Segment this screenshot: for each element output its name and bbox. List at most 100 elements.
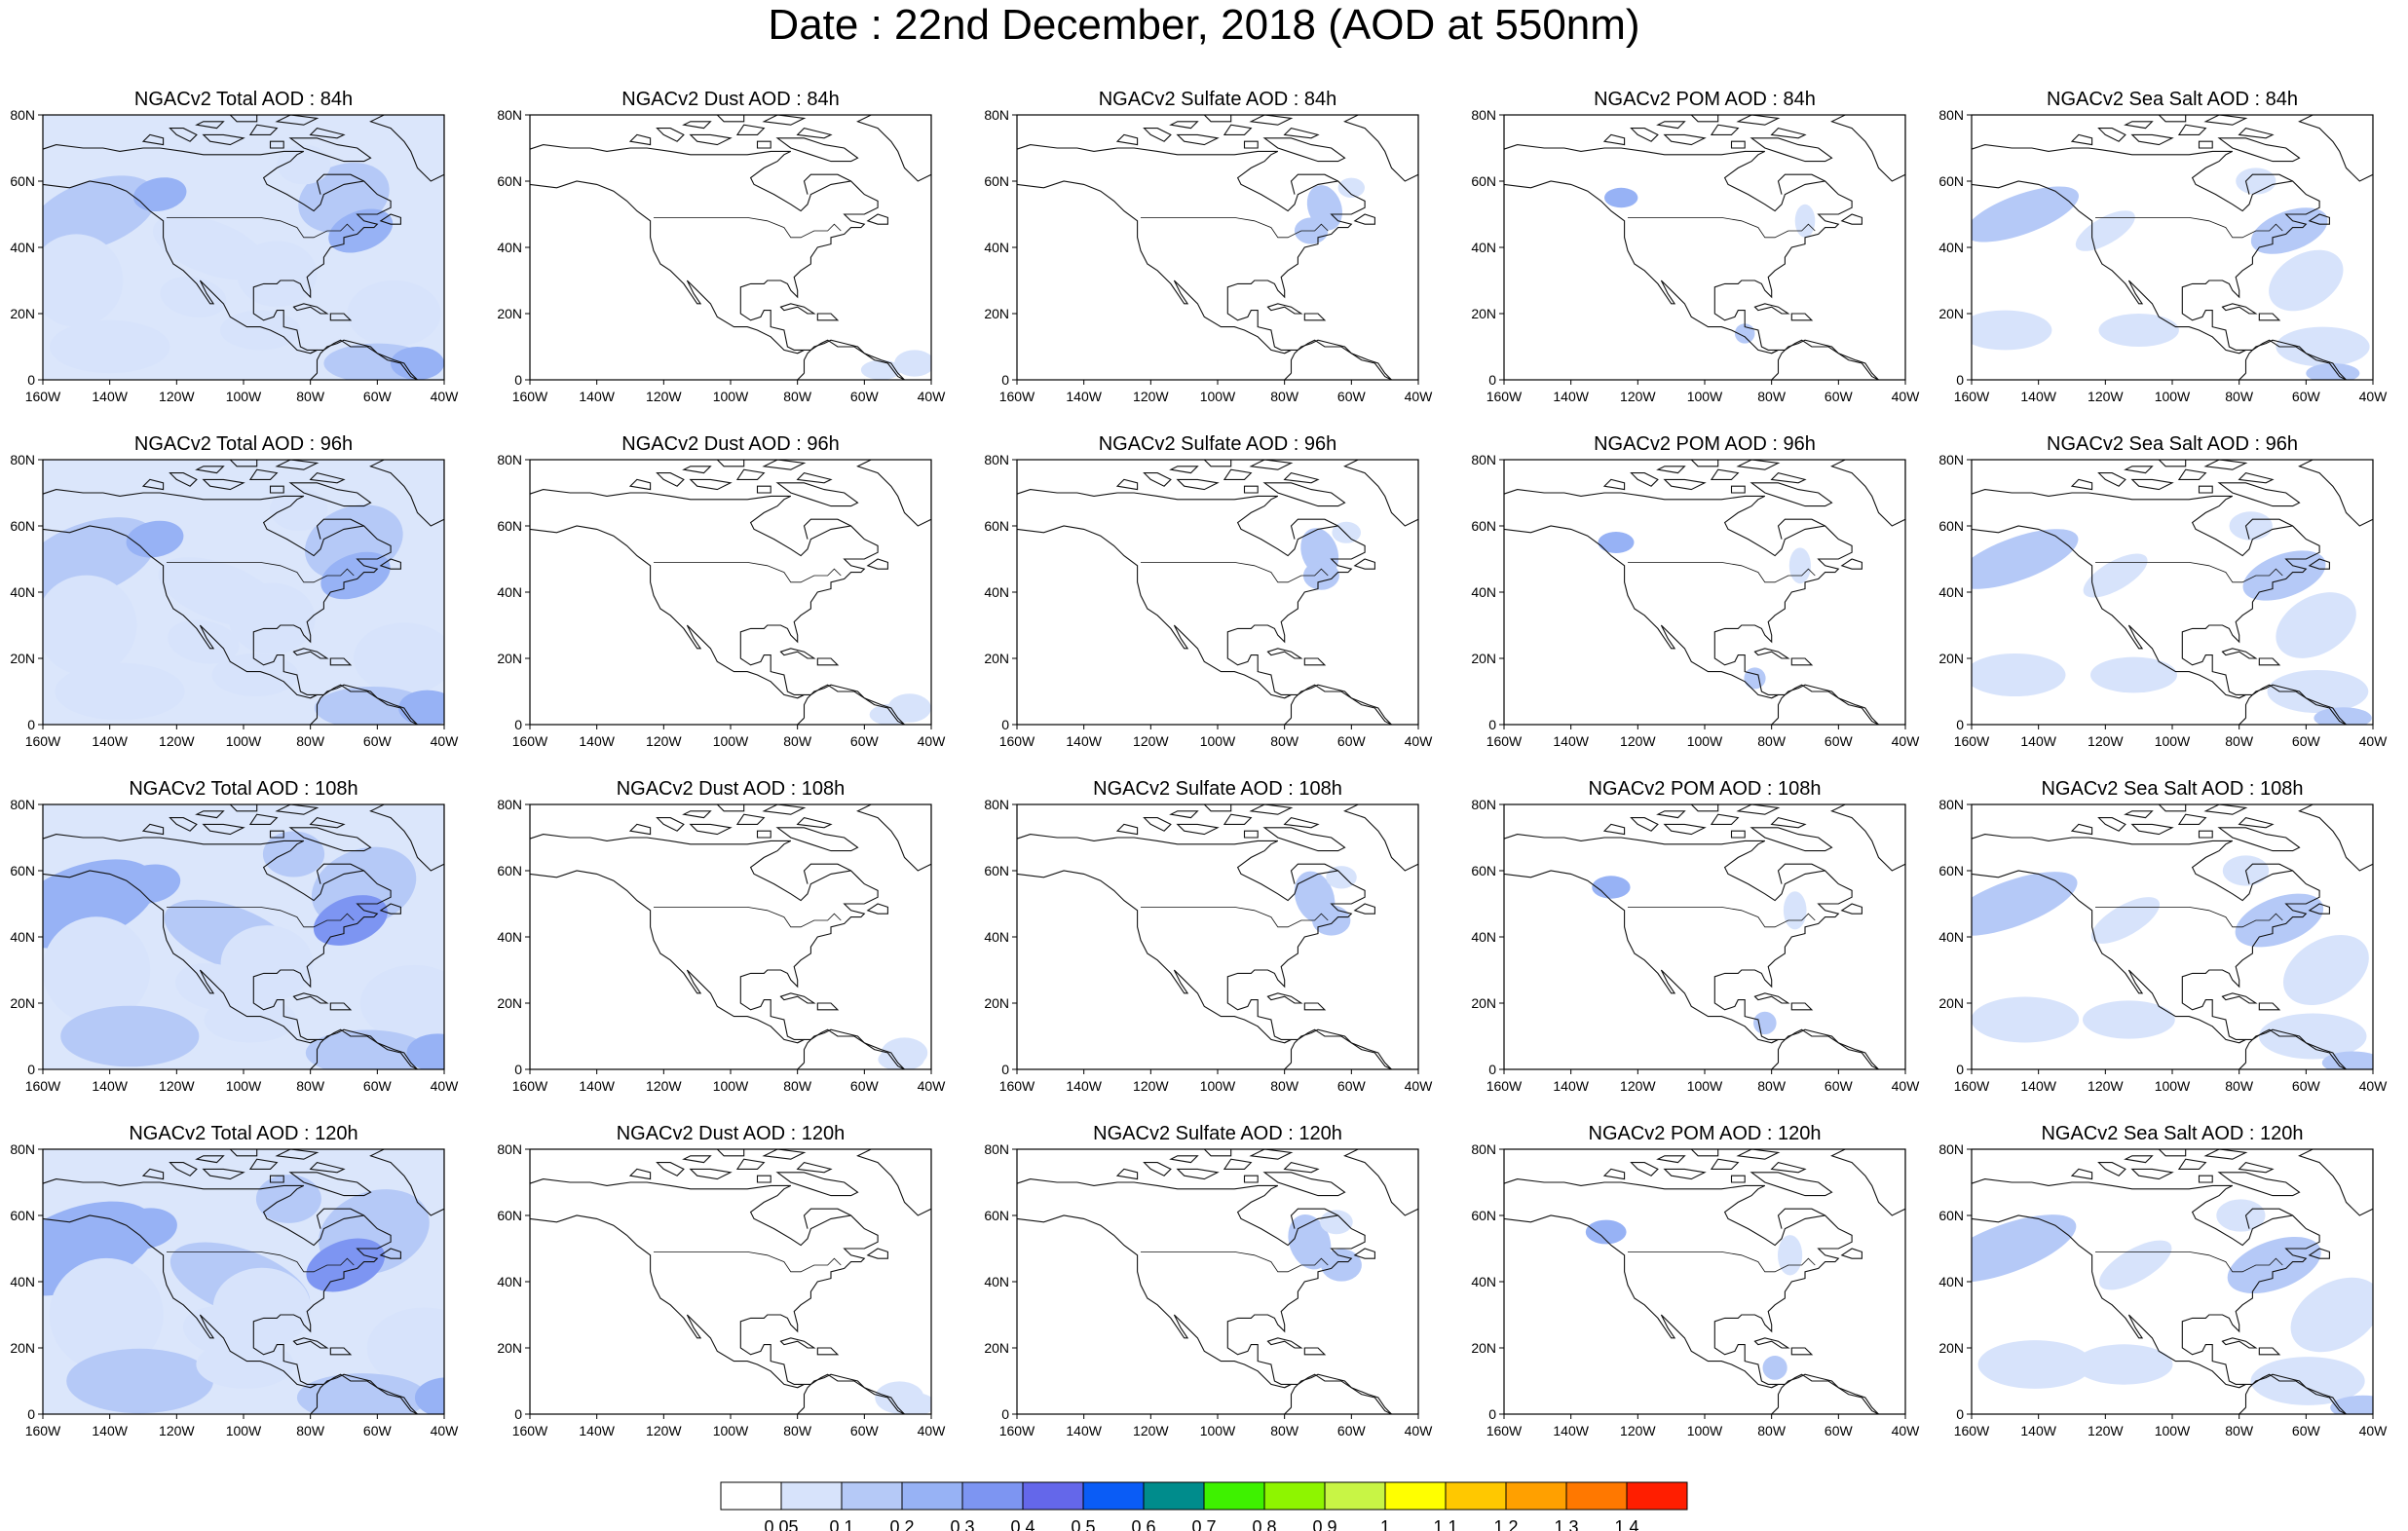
aod-plume — [160, 277, 227, 317]
lat-tick-label: 80N — [10, 797, 35, 812]
aod-plume — [2090, 656, 2177, 693]
aod-plume — [1972, 529, 2079, 589]
aod-plume — [406, 1033, 444, 1069]
lat-tick-label: 80N — [497, 107, 522, 123]
panel-title: NGACv2 Dust AOD : 120h — [616, 1123, 846, 1144]
panel-title: NGACv2 POM AOD : 84h — [1594, 89, 1816, 110]
aod-plume — [347, 280, 441, 347]
aod-plume — [49, 319, 170, 374]
aod-plume — [878, 1048, 924, 1069]
colorbar-swatch — [961, 1481, 1024, 1511]
lat-tick-label: 80N — [497, 797, 522, 812]
aod-shading — [530, 1149, 931, 1414]
lat-tick-label: 0 — [1956, 1406, 1964, 1422]
lon-tick-label: 60W — [1337, 733, 1367, 749]
lat-tick-label: 60N — [1938, 1208, 1964, 1223]
us-canada-border — [1141, 562, 1329, 583]
aod-plume — [2098, 314, 2179, 347]
coastlines — [1017, 115, 1418, 380]
us-canada-border — [1141, 1251, 1329, 1273]
aod-plume — [1753, 1011, 1777, 1035]
lon-tick-label: 120W — [646, 389, 682, 404]
lat-tick-label: 20N — [984, 651, 1009, 666]
aod-plume — [869, 703, 913, 725]
lon-tick-label: 100W — [713, 733, 749, 749]
map-panel-seasalt-84h: NGACv2 Sea Salt AOD : 84h 80N 60N 40N 20N 0 16… — [1929, 88, 2408, 429]
lon-tick-label: 40W — [1892, 1423, 1921, 1438]
coastlines — [43, 115, 444, 380]
aod-plume — [66, 1348, 213, 1414]
lon-tick-label: 40W — [431, 1078, 460, 1094]
colorbar-swatch — [1505, 1481, 1567, 1511]
lon-tick-label: 40W — [2359, 1078, 2389, 1094]
map-panel-dust-84h: NGACv2 Dust AOD : 84h 80N 60N 40N 20N 0 160W 14… — [487, 88, 974, 429]
lon-tick-label: 160W — [1954, 389, 1990, 404]
lon-tick-label: 80W — [1757, 1078, 1787, 1094]
lat-tick-label: 80N — [1471, 107, 1496, 123]
lat-tick-label: 0 — [27, 717, 35, 732]
lat-tick-label: 0 — [1488, 1406, 1496, 1422]
coastlines — [43, 460, 444, 725]
lon-tick-label: 160W — [512, 733, 548, 749]
lat-tick-label: 0 — [1001, 717, 1009, 732]
lon-tick-label: 160W — [25, 733, 61, 749]
map-panel-sulfate-108h: NGACv2 Sulfate AOD : 108h 80N 60N 40N 20N 0 16… — [974, 777, 1461, 1118]
lon-tick-label: 160W — [25, 389, 61, 404]
us-canada-border — [1628, 562, 1816, 583]
aod-shading — [530, 460, 931, 725]
colorbar-label: 1.2 — [1493, 1517, 1518, 1531]
lon-tick-label: 100W — [226, 389, 262, 404]
lon-tick-label: 100W — [2155, 733, 2191, 749]
lat-tick-label: 0 — [27, 1406, 35, 1422]
aod-plume — [60, 1005, 200, 1067]
us-canada-border — [654, 907, 842, 928]
lat-tick-label: 60N — [984, 863, 1009, 878]
colorbar-swatch — [1324, 1481, 1386, 1511]
lon-tick-label: 60W — [2292, 733, 2321, 749]
lon-tick-label: 60W — [850, 1423, 880, 1438]
lon-tick-label: 40W — [1405, 1423, 1434, 1438]
lon-tick-label: 100W — [1200, 389, 1236, 404]
lon-tick-label: 40W — [918, 733, 947, 749]
coastlines — [530, 460, 931, 725]
coastlines — [530, 115, 931, 380]
aod-plume — [1972, 653, 2066, 696]
lat-tick-label: 40N — [497, 1274, 522, 1289]
lon-tick-label: 60W — [850, 1078, 880, 1094]
aod-shading — [530, 804, 931, 1069]
lat-tick-label: 20N — [984, 306, 1009, 321]
map-panel-pom-84h: NGACv2 POM AOD : 84h 80N 60N 40N 20N 0 160W 140… — [1461, 88, 1948, 429]
lon-tick-label: 80W — [1757, 733, 1787, 749]
figure-title: Date : 22nd December, 2018 (AOD at 550nm… — [768, 1, 1640, 49]
us-canada-border — [2095, 562, 2283, 583]
aod-plume — [237, 241, 318, 308]
lat-tick-label: 80N — [984, 797, 1009, 812]
lat-tick-label: 0 — [27, 1062, 35, 1077]
lon-tick-label: 120W — [1620, 389, 1656, 404]
lon-tick-label: 140W — [1553, 1078, 1589, 1094]
lon-tick-label: 100W — [1200, 1423, 1236, 1438]
lon-tick-label: 80W — [783, 1078, 812, 1094]
colorbar-label: 0.6 — [1131, 1517, 1155, 1531]
coastlines — [43, 1149, 444, 1414]
colorbar-label: 1.3 — [1554, 1517, 1578, 1531]
lon-tick-label: 160W — [1954, 1423, 1990, 1438]
lon-tick-label: 100W — [1200, 733, 1236, 749]
lon-tick-label: 60W — [850, 733, 880, 749]
lon-tick-label: 140W — [92, 1423, 128, 1438]
lon-tick-label: 100W — [1200, 1078, 1236, 1094]
lon-tick-label: 40W — [1892, 733, 1921, 749]
lat-tick-label: 80N — [984, 107, 1009, 123]
aod-plume — [1762, 1356, 1787, 1380]
aod-plume — [1972, 872, 2078, 936]
lat-tick-label: 40N — [984, 1274, 1009, 1289]
lon-tick-label: 140W — [1066, 733, 1102, 749]
